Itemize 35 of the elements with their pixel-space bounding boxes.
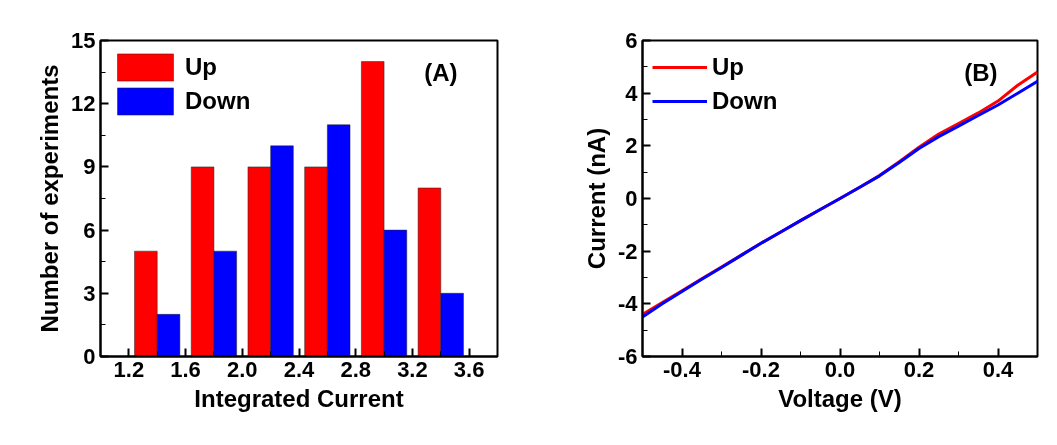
x-tick-label: 0.0 (824, 356, 856, 382)
legend-label: Up (185, 53, 217, 81)
x-tick-label: 1.2 (113, 356, 145, 382)
legend-label: Down (712, 87, 778, 115)
legend-label: Down (185, 87, 251, 115)
y-tick-label: 12 (71, 91, 96, 117)
y-tick-label: 15 (71, 28, 96, 53)
x-tick-label: 2.0 (226, 356, 258, 382)
legend-label: Up (712, 53, 744, 81)
x-tick-label: -0.4 (663, 356, 702, 382)
y-tick-label: 0 (625, 186, 638, 211)
x-axis-title: Integrated Current (194, 384, 404, 412)
annotation: (A) (424, 58, 458, 86)
x-tick-label: 2.8 (340, 356, 372, 382)
y-tick-label: -6 (617, 344, 638, 369)
y-tick-label: 6 (625, 28, 638, 53)
x-tick-label: 3.6 (453, 356, 485, 382)
x-axis-title: Voltage (V) (778, 384, 902, 412)
y-tick-label: -4 (617, 291, 639, 317)
x-tick-label: 1.6 (170, 356, 201, 382)
x-tick-label: 0.4 (982, 356, 1015, 382)
annotation: (B) (964, 58, 998, 86)
x-tick-label: 0.2 (903, 356, 935, 382)
y-axis-title: Current (nA) (582, 127, 610, 270)
y-tick-label: 3 (83, 280, 96, 306)
x-tick-label: 2.4 (283, 356, 316, 382)
y-axis-title: Number of experiments (36, 64, 64, 333)
y-tick-label: 9 (83, 154, 96, 180)
y-tick-label: -2 (617, 238, 638, 264)
y-tick-label: 2 (625, 133, 638, 159)
y-tick-label: 6 (83, 217, 96, 243)
x-tick-label: -0.2 (742, 356, 780, 382)
y-tick-label: 4 (625, 80, 639, 106)
y-tick-label: 0 (83, 344, 96, 369)
x-tick-label: 3.2 (397, 356, 428, 382)
